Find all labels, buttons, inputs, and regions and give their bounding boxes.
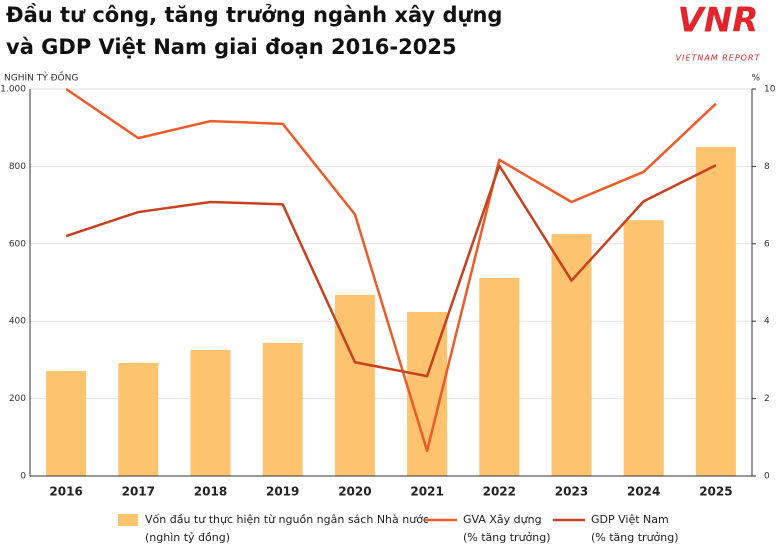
- y2-tick-label: 0: [764, 472, 770, 482]
- bar: [334, 294, 375, 476]
- y-tick-label: 0: [20, 472, 26, 482]
- line: [65, 87, 717, 453]
- logo: VNR VIETNAM REPORT: [676, 1, 761, 63]
- logo-mark: VNR: [678, 1, 759, 41]
- y2-tick-label: 2: [764, 394, 770, 404]
- bar: [623, 220, 664, 476]
- y-axis-label: NGHÌN TỶ ĐỒNG: [4, 71, 78, 84]
- bar: [46, 371, 87, 476]
- legend-note: (% tăng trưởng): [591, 531, 679, 544]
- line: [65, 164, 717, 378]
- bar: [190, 349, 231, 476]
- legend-note: (% tăng trưởng): [463, 531, 551, 544]
- y2-tick-label: 6: [764, 239, 770, 249]
- x-tick-label: 2022: [483, 485, 516, 499]
- y-tick-label: 200: [9, 394, 26, 404]
- bar: [118, 362, 159, 476]
- x-tick-label: 2021: [410, 485, 443, 499]
- bar: [695, 147, 736, 477]
- bar: [479, 277, 520, 476]
- y2-axis-label: %: [751, 74, 760, 84]
- y-tick-label: 600: [9, 239, 26, 249]
- x-tick-label: 2019: [266, 485, 299, 499]
- bar: [551, 234, 592, 476]
- legend-swatch: [118, 514, 138, 526]
- x-tick-label: 2018: [194, 485, 227, 499]
- bar: [262, 342, 303, 476]
- legend-label: GVA Xây dựng: [463, 513, 542, 526]
- legend-note: (nghìn tỷ đồng): [145, 531, 230, 544]
- legend-label: Vốn đầu tư thực hiện từ nguồn ngân sách …: [145, 513, 429, 526]
- x-tick-label: 2017: [122, 485, 155, 499]
- legend-label: GDP Việt Nam: [591, 513, 669, 526]
- x-tick-label: 2016: [49, 485, 82, 499]
- chart-title: Đầu tư công, tăng trưởng ngành xây dựng: [6, 3, 502, 27]
- y2-tick-label: 10: [764, 85, 776, 95]
- x-tick-label: 2024: [627, 485, 660, 499]
- y-tick-label: 400: [9, 317, 26, 327]
- x-tick-label: 2025: [699, 485, 732, 499]
- y2-tick-label: 4: [764, 317, 770, 327]
- y-tick-label: 1.000: [0, 85, 26, 95]
- x-tick-label: 2020: [338, 485, 371, 499]
- logo-name: VIETNAM REPORT: [676, 54, 761, 63]
- y-tick-label: 800: [9, 162, 26, 172]
- x-tick-label: 2023: [555, 485, 588, 499]
- chart-title: và GDP Việt Nam giai đoạn 2016-2025: [6, 35, 457, 59]
- y2-tick-label: 8: [764, 162, 770, 172]
